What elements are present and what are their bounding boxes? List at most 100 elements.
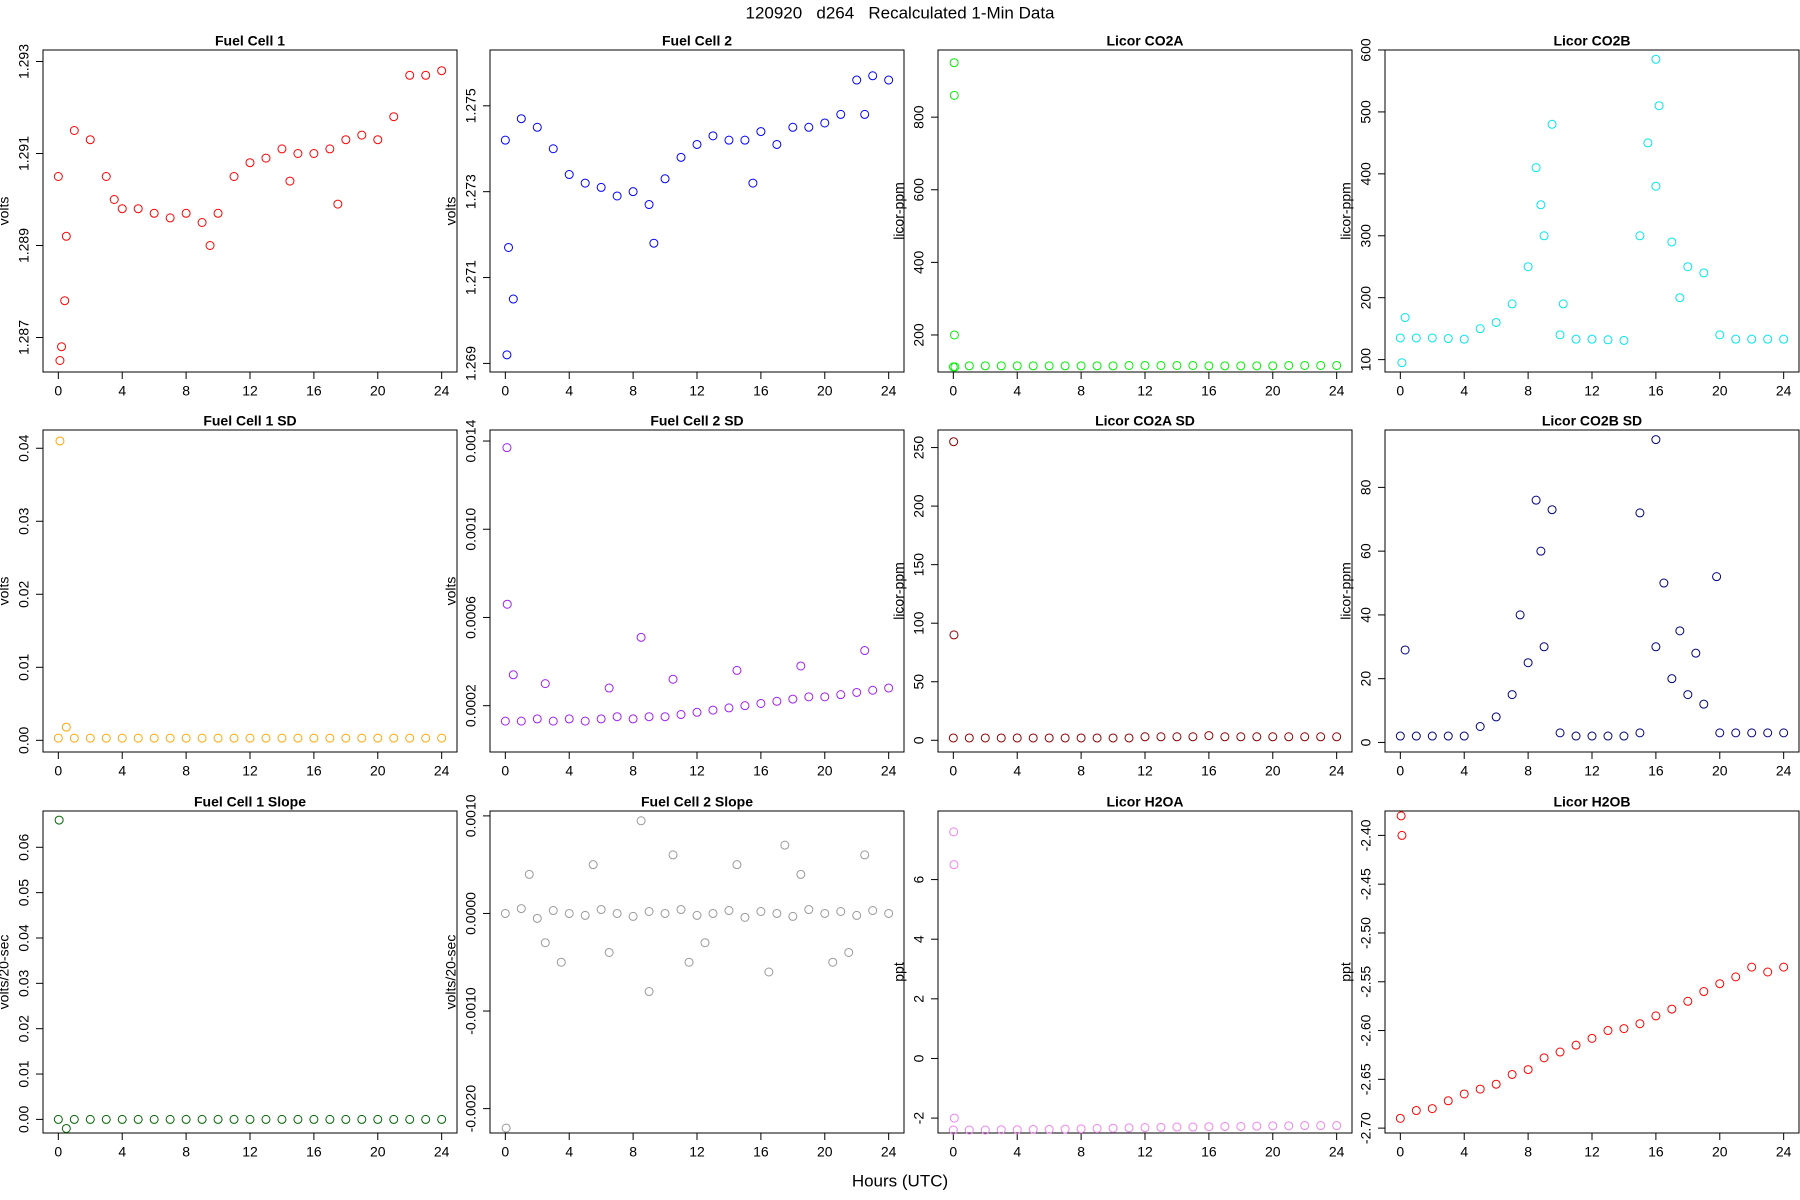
- data-point: [1667, 1004, 1677, 1014]
- data-point: [884, 908, 894, 918]
- x-tick-label: 16: [306, 1144, 322, 1160]
- data-point: [1683, 690, 1693, 700]
- data-point: [580, 178, 590, 188]
- data-point: [405, 1114, 415, 1124]
- data-point: [796, 869, 806, 879]
- data-point: [884, 75, 894, 85]
- x-tick-label: 12: [242, 1144, 258, 1160]
- y-tick-label: 60: [1358, 543, 1374, 559]
- data-point: [804, 692, 814, 702]
- data-point: [181, 1114, 191, 1124]
- data-point: [1284, 1121, 1294, 1131]
- data-point: [504, 242, 514, 252]
- y-tick-label: 0.0014: [463, 419, 479, 462]
- data-point: [261, 733, 271, 743]
- data-point: [949, 330, 959, 340]
- data-point: [101, 733, 111, 743]
- y-tick-label: 1.291: [16, 136, 32, 171]
- data-point: [1124, 733, 1134, 743]
- data-point: [948, 733, 958, 743]
- data-point: [421, 70, 431, 80]
- data-point: [1400, 645, 1410, 655]
- data-point: [556, 957, 566, 967]
- x-tick-label: 24: [881, 383, 897, 399]
- data-point: [421, 733, 431, 743]
- panel: Fuel Cell 2 Slope volts/20-sec 0 4 8 12 16 20 24…: [443, 794, 905, 1160]
- data-point: [61, 722, 71, 732]
- data-point: [61, 231, 71, 241]
- y-tick-label: 600: [911, 178, 927, 202]
- data-point: [205, 241, 215, 250]
- data-point: [644, 907, 654, 917]
- panel-title: Licor CO2A: [1106, 33, 1183, 49]
- plot-frame: [1384, 810, 1800, 1134]
- x-tick-label: 4: [1460, 1144, 1468, 1160]
- data-point: [1140, 360, 1150, 370]
- y-tick-label: 250: [911, 436, 927, 460]
- data-point: [1395, 731, 1405, 741]
- panel: Licor H2OB ppt 0 4 8 12 16 20 24 -2.70 -2.65 -2.60 -…: [1338, 794, 1800, 1160]
- x-tick-label: 16: [306, 763, 322, 779]
- data-point: [708, 705, 718, 715]
- y-tick-label: 1.273: [463, 174, 479, 209]
- x-tick-label: 20: [817, 763, 833, 779]
- data-point: [1643, 138, 1653, 148]
- x-tick-label: 16: [1201, 1144, 1217, 1160]
- data-point: [1396, 811, 1406, 821]
- data-point: [1536, 546, 1546, 556]
- data-point: [1092, 733, 1102, 743]
- y-tick-label: 40: [1358, 607, 1374, 623]
- data-point: [1558, 299, 1568, 309]
- data-point: [949, 860, 959, 870]
- x-tick-label: 0: [54, 1144, 62, 1160]
- data-point: [1268, 361, 1278, 371]
- data-point: [949, 827, 959, 837]
- data-point: [1619, 1024, 1629, 1034]
- data-point: [1060, 733, 1070, 743]
- data-point: [1507, 1069, 1517, 1079]
- data-point: [1491, 1079, 1501, 1089]
- data-point: [949, 58, 959, 68]
- data-point: [437, 66, 447, 76]
- data-point: [1236, 361, 1246, 371]
- data-point: [1475, 721, 1485, 731]
- data-point: [277, 733, 287, 743]
- data-point: [860, 646, 870, 656]
- data-point: [1220, 361, 1230, 371]
- data-point: [964, 361, 974, 371]
- y-tick-label: 400: [1358, 162, 1374, 186]
- data-point: [261, 153, 271, 163]
- data-point: [1651, 54, 1661, 64]
- data-point: [149, 208, 159, 218]
- y-tick-label: -2.45: [1358, 868, 1374, 900]
- y-axis-label: volts: [0, 577, 12, 606]
- data-point: [502, 443, 512, 453]
- data-point: [437, 1114, 447, 1124]
- data-point: [1699, 268, 1709, 278]
- data-point: [500, 716, 510, 726]
- data-point: [1395, 1113, 1405, 1123]
- y-tick-label: -2.50: [1358, 917, 1374, 949]
- data-point: [692, 910, 702, 920]
- data-point: [293, 1114, 303, 1124]
- x-tick-label: 16: [1201, 763, 1217, 779]
- data-point: [644, 987, 654, 997]
- y-tick-label: 1.275: [463, 88, 479, 123]
- data-point: [764, 967, 774, 977]
- data-point: [69, 733, 79, 743]
- data-point: [708, 908, 718, 918]
- plot-frame: [42, 49, 458, 373]
- y-tick-label: 1.289: [16, 228, 32, 263]
- data-point: [69, 126, 79, 135]
- x-tick-label: 24: [434, 763, 450, 779]
- data-point: [780, 840, 790, 850]
- data-point: [1715, 979, 1725, 989]
- data-point: [980, 361, 990, 371]
- data-point: [245, 158, 255, 168]
- y-axis-label: volts: [443, 577, 459, 606]
- y-tick-label: 0.06: [16, 833, 32, 860]
- data-point: [357, 130, 367, 140]
- data-point: [564, 170, 574, 180]
- x-tick-label: 4: [118, 763, 126, 779]
